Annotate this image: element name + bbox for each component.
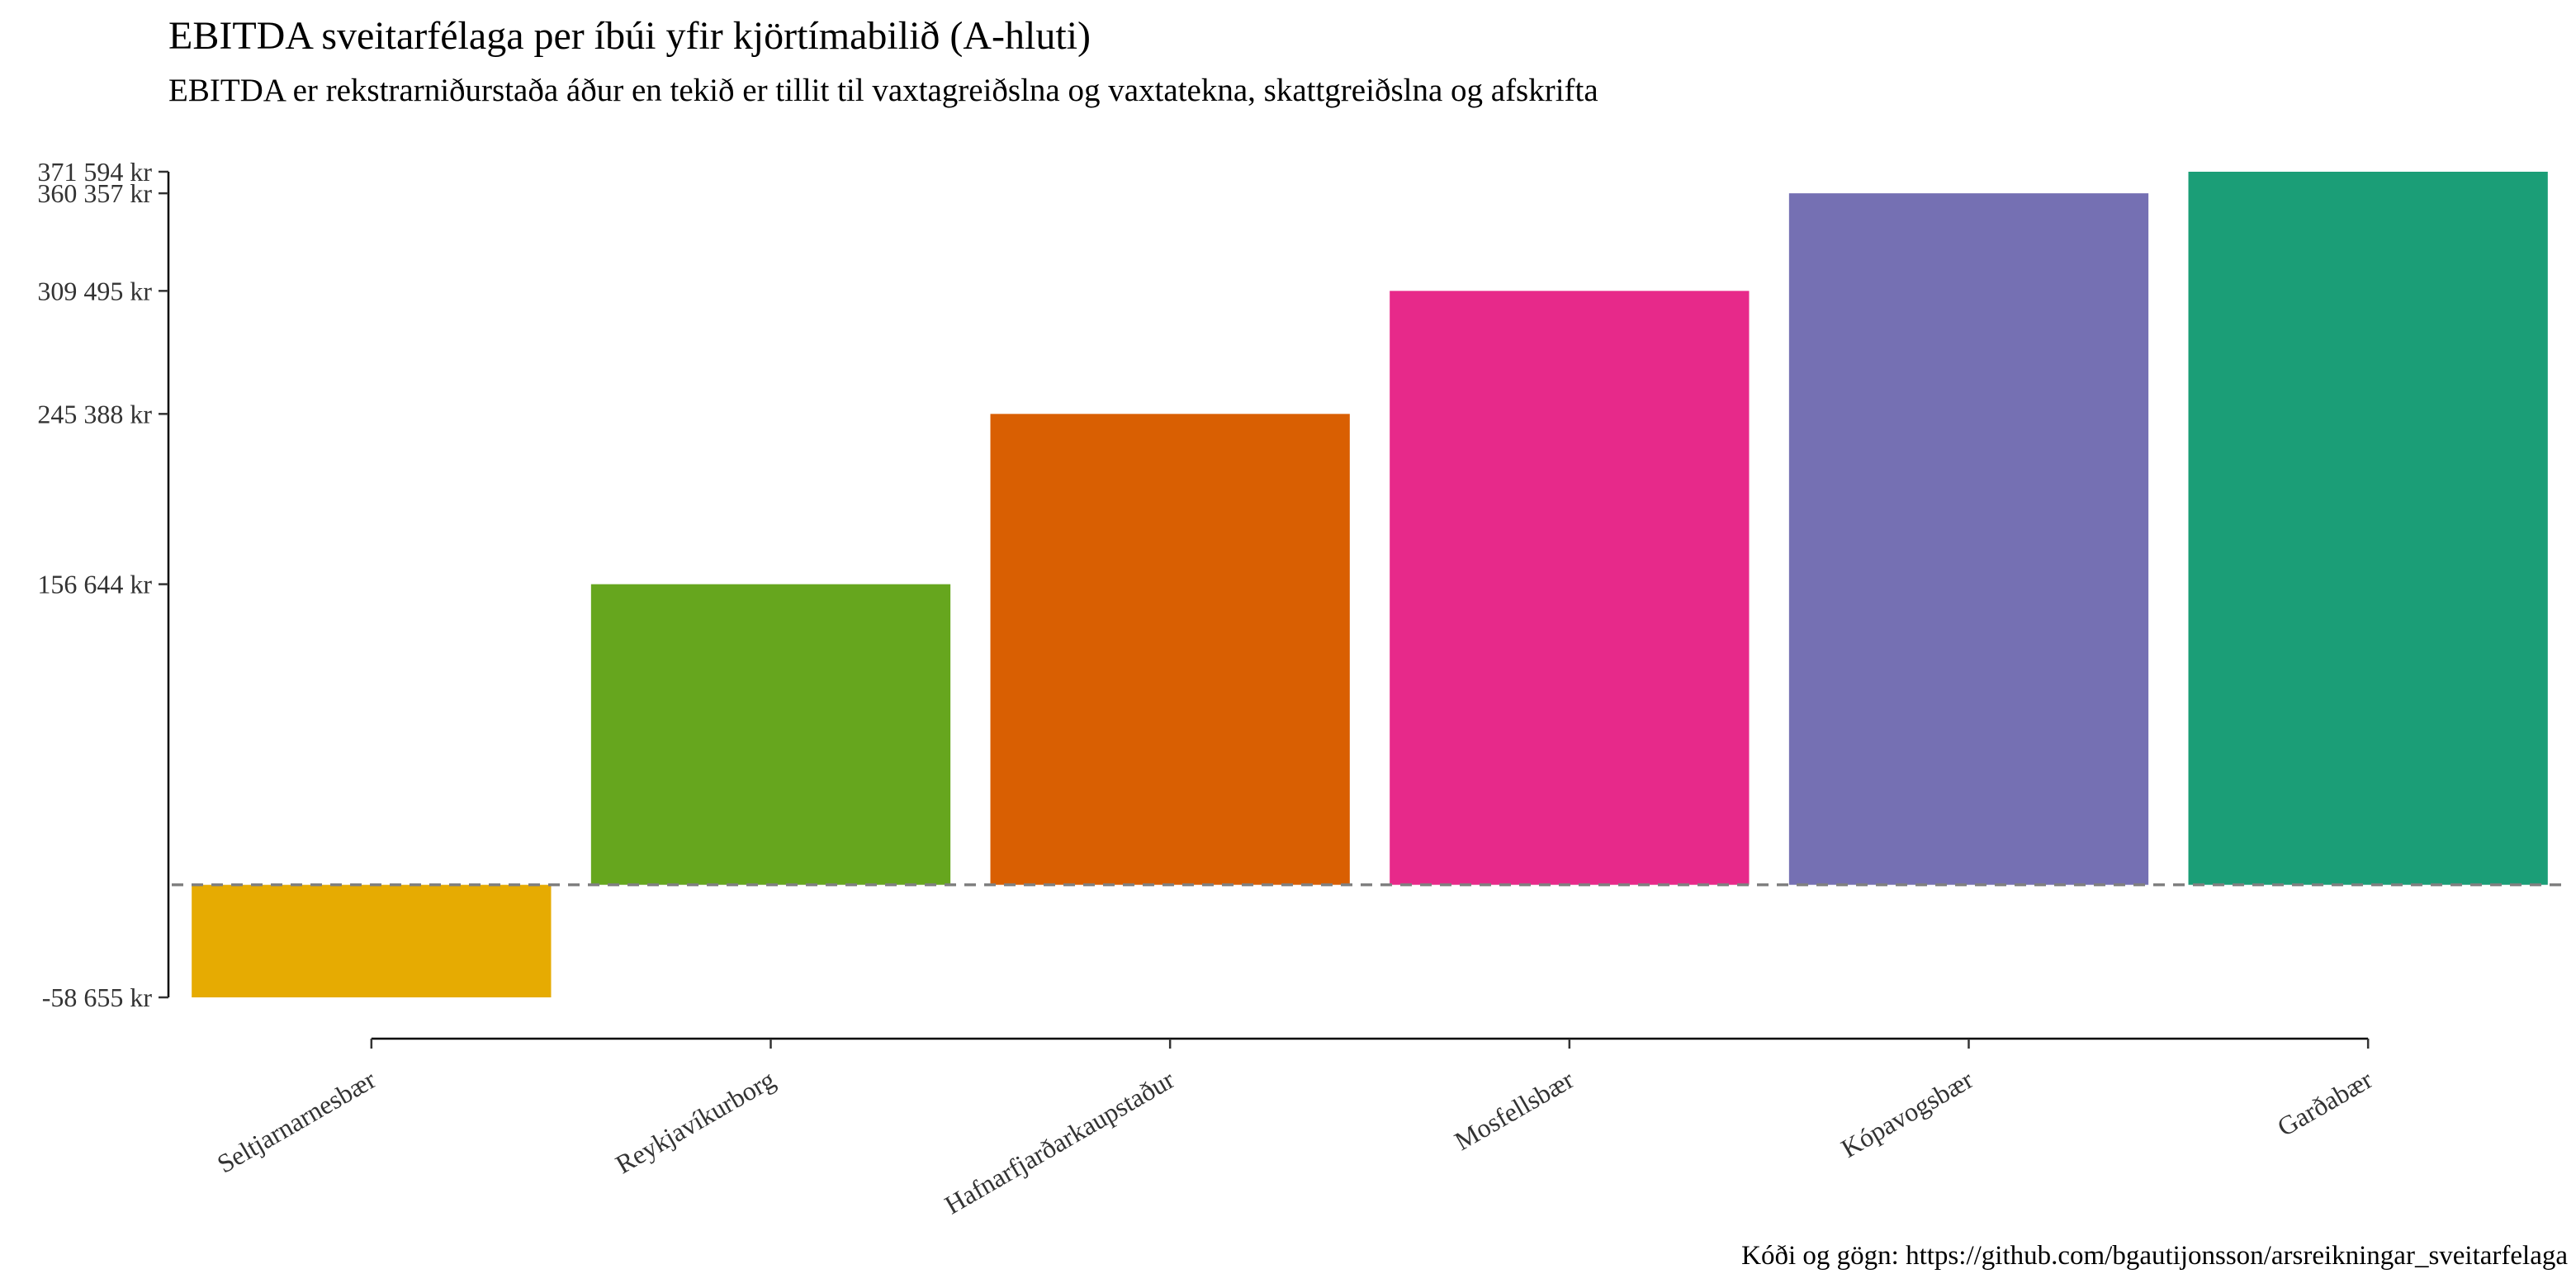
bar-0 [192, 884, 552, 997]
y-axis: -58 655 kr 156 644 kr 245 388 kr 309 495 kr… [37, 157, 170, 1012]
bar-4 [1788, 193, 2149, 885]
x-tick-label-0: Seltjarnarnesbær [212, 1064, 381, 1179]
y-tick-label-1: 156 644 kr [37, 570, 152, 599]
x-tick-label-4: Kópavogsbær [1836, 1064, 1978, 1163]
chart-title: EBITDA sveitarfélaga per íbúi yfir kjört… [168, 14, 1091, 58]
y-tick-label-3: 309 495 kr [37, 276, 152, 305]
chart-caption: Kóði og gögn: https://github.com/bgautij… [1741, 1241, 2568, 1271]
x-tick-label-5: Garðabær [2272, 1064, 2378, 1142]
y-tick-label-2: 245 388 kr [37, 399, 152, 429]
bar-2 [990, 414, 1350, 885]
chart-subtitle: EBITDA er rekstrarniðurstaða áður en tek… [168, 73, 1598, 108]
bars-group [192, 172, 2548, 997]
x-tick-label-1: Reykjavíkurborg [610, 1064, 779, 1179]
x-axis: Seltjarnarnesbær Reykjavíkurborg Hafnarfja… [212, 1037, 2378, 1220]
x-tick-label-3: Mosfellsbær [1449, 1064, 1579, 1156]
bar-3 [1390, 291, 1750, 885]
bar-1 [590, 584, 951, 885]
y-tick-label-5: 371 594 kr [37, 157, 152, 187]
x-tick-label-2: Hafnarfjarðarkaupstaður [940, 1064, 1180, 1220]
y-tick-label-0: -58 655 kr [42, 983, 153, 1012]
y-tick-label-4: 360 357 kr [37, 178, 152, 208]
bar-5 [2188, 172, 2548, 885]
